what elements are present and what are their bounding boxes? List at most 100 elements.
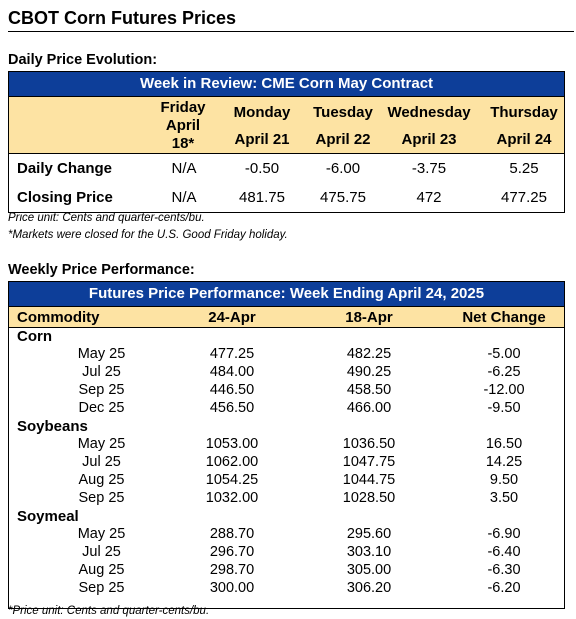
contract-month: Jul 25 — [82, 544, 121, 560]
net-change: -9.50 — [487, 400, 521, 416]
contract-month: May 25 — [77, 526, 126, 542]
contract-month: Dec 25 — [78, 400, 125, 416]
price-24-apr: 296.70 — [209, 544, 255, 560]
group-label: Soybeans — [17, 418, 88, 435]
row-label: Daily Change — [17, 160, 113, 177]
col-friday-date: April 18* — [165, 117, 201, 152]
cell: -0.50 — [244, 160, 280, 177]
cell: -3.75 — [411, 160, 447, 177]
price-24-apr: 1054.25 — [205, 472, 259, 488]
col-wednesday-date: April 23 — [401, 131, 457, 148]
cell: -6.00 — [325, 160, 361, 177]
group-soymeal: Soymeal — [9, 508, 564, 526]
contract-month: Jul 25 — [82, 454, 121, 470]
table-row: Sep 25 446.50 458.50 -12.00 — [9, 382, 564, 400]
cell: 472 — [416, 189, 442, 206]
price-18-apr: 1028.50 — [342, 490, 396, 506]
cell: 477.25 — [501, 189, 547, 206]
weekly-note-unit: *Price unit: Cents and quarter-cents/bu. — [8, 605, 210, 617]
price-24-apr: 300.00 — [209, 580, 255, 596]
net-change: -6.90 — [487, 526, 521, 542]
cell: N/A — [171, 160, 197, 177]
price-18-apr: 306.20 — [346, 580, 392, 596]
table-row: Sep 25 300.00 306.20 -6.20 — [9, 580, 564, 598]
group-label: Corn — [17, 328, 52, 345]
contract-month: May 25 — [77, 436, 126, 452]
price-24-apr: 1032.00 — [205, 490, 259, 506]
price-18-apr: 1047.75 — [342, 454, 396, 470]
col-monday-date: April 21 — [234, 131, 290, 148]
price-18-apr: 303.10 — [346, 544, 392, 560]
closing-price-row: Closing Price N/A 481.75 475.75 472 477.… — [9, 183, 564, 212]
table-row: May 25 477.25 482.25 -5.00 — [9, 346, 564, 364]
table-row: Jul 25 1062.00 1047.75 14.25 — [9, 454, 564, 472]
price-18-apr: 295.60 — [346, 526, 392, 542]
price-18-apr: 1044.75 — [342, 472, 396, 488]
net-change: -6.20 — [487, 580, 521, 596]
price-24-apr: 298.70 — [209, 562, 255, 578]
price-24-apr: 288.70 — [209, 526, 255, 542]
commodity-groups: Corn May 25 477.25 482.25 -5.00 Jul 25 484.00 4… — [9, 328, 564, 598]
daily-price-table: Week in Review: CME Corn May Contract Fr… — [8, 71, 565, 213]
col-wednesday-day: Wednesday — [387, 104, 471, 121]
group-label: Soymeal — [17, 508, 79, 525]
contract-month: Aug 25 — [78, 562, 125, 578]
price-18-apr: 305.00 — [346, 562, 392, 578]
header-18-apr: 18-Apr — [345, 309, 393, 326]
price-18-apr: 466.00 — [346, 400, 392, 416]
price-24-apr: 446.50 — [209, 382, 255, 398]
contract-month: Jul 25 — [82, 364, 121, 380]
header-commodity: Commodity — [17, 309, 100, 326]
cell: 5.25 — [509, 160, 539, 177]
price-24-apr: 1053.00 — [205, 436, 259, 452]
contract-month: May 25 — [77, 346, 126, 362]
daily-section-title: Daily Price Evolution: — [8, 52, 158, 68]
price-24-apr: 1062.00 — [205, 454, 259, 470]
col-tuesday-date: April 22 — [315, 131, 371, 148]
col-wednesday: Wednesday April 23 — [374, 99, 484, 153]
group-soybeans: Soybeans — [9, 418, 564, 436]
col-tuesday-day: Tuesday — [313, 104, 373, 121]
net-change: -6.40 — [487, 544, 521, 560]
net-change: -6.25 — [487, 364, 521, 380]
price-24-apr: 484.00 — [209, 364, 255, 380]
contract-month: Sep 25 — [78, 580, 125, 596]
net-change: -6.30 — [487, 562, 521, 578]
title-divider — [8, 31, 574, 32]
daily-note-holiday: *Markets were closed for the U.S. Good F… — [8, 229, 288, 241]
net-change: -5.00 — [487, 346, 521, 362]
weekly-section-title: Weekly Price Performance: — [8, 262, 195, 278]
price-18-apr: 1036.50 — [342, 436, 396, 452]
col-friday-day: Friday — [160, 99, 206, 116]
col-thursday-date: April 24 — [496, 131, 552, 148]
table-row: Aug 25 1054.25 1044.75 9.50 — [9, 472, 564, 490]
page-title: CBOT Corn Futures Prices — [8, 8, 237, 28]
col-monday: Monday April 21 — [217, 99, 307, 153]
col-thursday: Thursday April 24 — [479, 99, 569, 153]
col-thursday-day: Thursday — [490, 104, 558, 121]
cell: 481.75 — [239, 189, 285, 206]
price-24-apr: 477.25 — [209, 346, 255, 362]
net-change: 3.50 — [489, 490, 519, 506]
daily-change-row: Daily Change N/A -0.50 -6.00 -3.75 5.25 — [9, 154, 564, 183]
table-row: Sep 25 1032.00 1028.50 3.50 — [9, 490, 564, 508]
col-monday-day: Monday — [233, 104, 291, 121]
net-change: 16.50 — [485, 436, 523, 452]
weekly-table-header: Commodity 24-Apr 18-Apr Net Change — [9, 307, 564, 328]
net-change: 9.50 — [489, 472, 519, 488]
table-row: Dec 25 456.50 466.00 -9.50 — [9, 400, 564, 418]
weekly-table-title: Futures Price Performance: Week Ending A… — [9, 282, 564, 307]
daily-table-title: Week in Review: CME Corn May Contract — [9, 72, 564, 97]
table-row: Aug 25 298.70 305.00 -6.30 — [9, 562, 564, 580]
price-18-apr: 482.25 — [346, 346, 392, 362]
price-24-apr: 456.50 — [209, 400, 255, 416]
daily-table-header: Friday April 18* Monday April 21 Tuesday… — [9, 97, 564, 154]
group-corn: Corn — [9, 328, 564, 346]
col-tuesday: Tuesday April 22 — [298, 99, 388, 153]
contract-month: Sep 25 — [78, 490, 125, 506]
contract-month: Sep 25 — [78, 382, 125, 398]
net-change: 14.25 — [485, 454, 523, 470]
table-row: Jul 25 484.00 490.25 -6.25 — [9, 364, 564, 382]
header-net-change: Net Change — [462, 309, 546, 326]
price-18-apr: 490.25 — [346, 364, 392, 380]
